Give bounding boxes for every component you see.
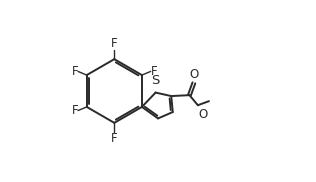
Text: S: S [151, 74, 160, 88]
Text: F: F [71, 65, 78, 78]
Text: F: F [111, 132, 118, 145]
Text: F: F [151, 65, 157, 78]
Text: O: O [189, 68, 198, 81]
Text: O: O [199, 108, 208, 121]
Text: F: F [71, 104, 78, 117]
Text: F: F [111, 37, 118, 50]
